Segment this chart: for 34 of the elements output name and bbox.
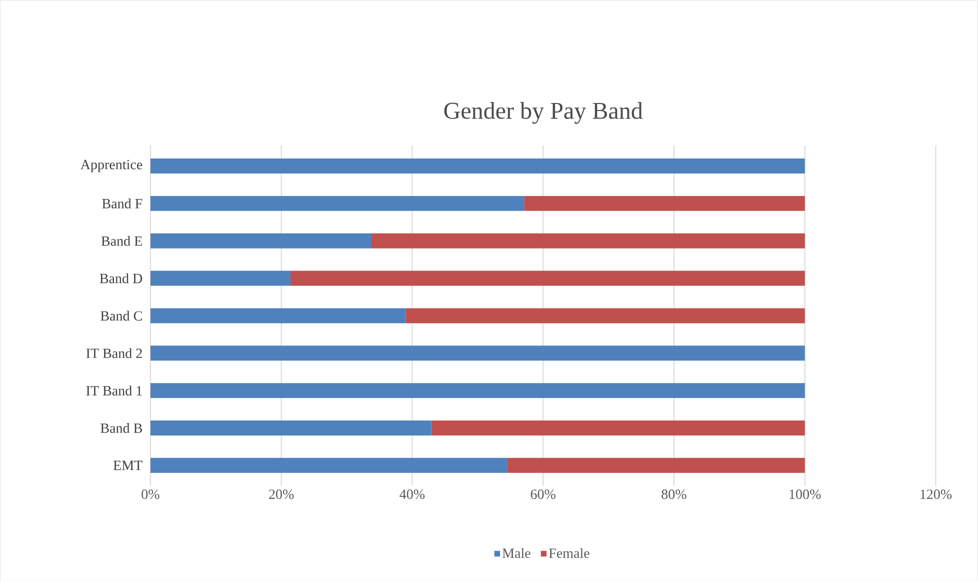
bar (150, 345, 805, 360)
x-tick-label: 40% (400, 489, 425, 499)
bar (290, 270, 805, 286)
y-tick-label: IT Band 2 (86, 348, 142, 358)
y-tick-label: Apprentice (80, 160, 142, 172)
x-tick-label: 120% (920, 489, 952, 499)
y-tick-label: Band C (100, 310, 142, 320)
y-tick-label: Band B (100, 422, 142, 433)
bar (150, 420, 432, 436)
bar (406, 308, 805, 324)
legend-label: Female (548, 548, 590, 558)
x-tick-label: 100% (790, 489, 821, 499)
bar (150, 196, 524, 211)
bar (370, 233, 805, 248)
bar (150, 458, 508, 473)
chart-title: Gender by Pay Band (444, 102, 643, 124)
bar (150, 233, 371, 248)
bar (150, 158, 805, 174)
bar (524, 196, 805, 211)
x-tick-label: 60% (530, 489, 556, 499)
y-tick-label: EMT (113, 460, 142, 470)
y-tick-label: Band D (100, 273, 142, 284)
y-tick-label: Band F (102, 198, 142, 208)
x-tick-label: 0% (142, 489, 160, 499)
bar (150, 270, 290, 286)
bar (150, 308, 406, 324)
bar (507, 458, 805, 473)
x-tick-label: 20% (269, 489, 294, 499)
y-tick-label: Band E (101, 236, 142, 246)
bar (150, 382, 805, 398)
y-tick-label: IT Band 1 (86, 385, 142, 396)
legend-label: Male (502, 548, 530, 558)
x-tick-label: 80% (662, 489, 686, 499)
bar (431, 420, 805, 436)
